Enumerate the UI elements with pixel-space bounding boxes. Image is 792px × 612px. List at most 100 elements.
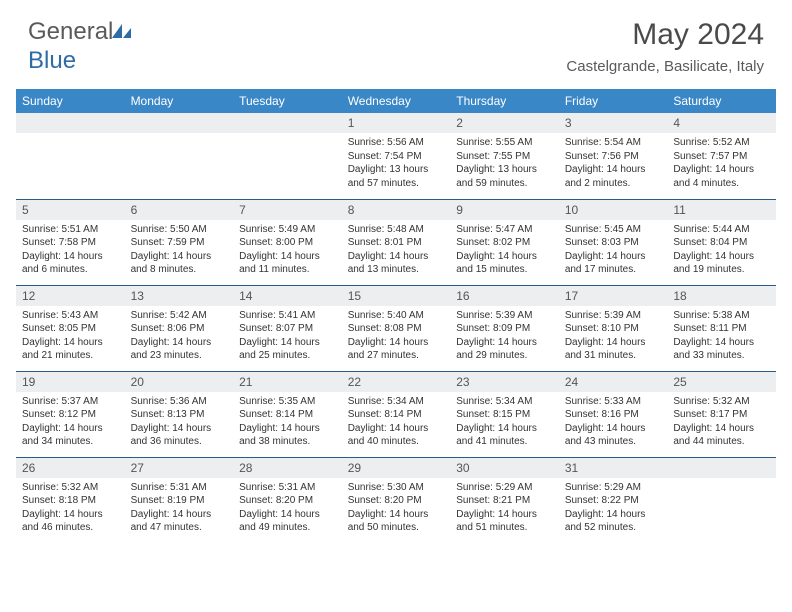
sunset-text: Sunset: 7:57 PM bbox=[673, 150, 770, 164]
calendar-cell: 13Sunrise: 5:42 AMSunset: 8:06 PMDayligh… bbox=[125, 285, 234, 371]
day-number: 21 bbox=[233, 372, 342, 392]
calendar-cell: 31Sunrise: 5:29 AMSunset: 8:22 PMDayligh… bbox=[559, 457, 668, 543]
calendar-cell: 12Sunrise: 5:43 AMSunset: 8:05 PMDayligh… bbox=[16, 285, 125, 371]
calendar-cell: 29Sunrise: 5:30 AMSunset: 8:20 PMDayligh… bbox=[342, 457, 451, 543]
sunset-text: Sunset: 8:10 PM bbox=[565, 322, 662, 336]
day-data: Sunrise: 5:52 AMSunset: 7:57 PMDaylight:… bbox=[667, 133, 776, 194]
calendar-cell: 1Sunrise: 5:56 AMSunset: 7:54 PMDaylight… bbox=[342, 113, 451, 199]
day-number: 8 bbox=[342, 200, 451, 220]
daylight-text: Daylight: 14 hours and 27 minutes. bbox=[348, 336, 445, 363]
daylight-text: Daylight: 14 hours and 15 minutes. bbox=[456, 250, 553, 277]
day-number: 26 bbox=[16, 458, 125, 478]
sunset-text: Sunset: 8:01 PM bbox=[348, 236, 445, 250]
sunrise-text: Sunrise: 5:56 AM bbox=[348, 136, 445, 150]
sunrise-text: Sunrise: 5:52 AM bbox=[673, 136, 770, 150]
daylight-text: Daylight: 14 hours and 2 minutes. bbox=[565, 163, 662, 190]
daylight-text: Daylight: 14 hours and 43 minutes. bbox=[565, 422, 662, 449]
day-number: 17 bbox=[559, 286, 668, 306]
calendar-header: SundayMondayTuesdayWednesdayThursdayFrid… bbox=[16, 89, 776, 113]
calendar-cell: 18Sunrise: 5:38 AMSunset: 8:11 PMDayligh… bbox=[667, 285, 776, 371]
day-number bbox=[667, 458, 776, 478]
calendar-row: 5Sunrise: 5:51 AMSunset: 7:58 PMDaylight… bbox=[16, 199, 776, 285]
day-data: Sunrise: 5:38 AMSunset: 8:11 PMDaylight:… bbox=[667, 306, 776, 367]
sunset-text: Sunset: 8:20 PM bbox=[239, 494, 336, 508]
sunrise-text: Sunrise: 5:34 AM bbox=[348, 395, 445, 409]
daylight-text: Daylight: 14 hours and 4 minutes. bbox=[673, 163, 770, 190]
day-number bbox=[16, 113, 125, 133]
sunrise-text: Sunrise: 5:40 AM bbox=[348, 309, 445, 323]
day-data: Sunrise: 5:41 AMSunset: 8:07 PMDaylight:… bbox=[233, 306, 342, 367]
month-title: May 2024 bbox=[566, 18, 764, 52]
daylight-text: Daylight: 14 hours and 11 minutes. bbox=[239, 250, 336, 277]
sunrise-text: Sunrise: 5:43 AM bbox=[22, 309, 119, 323]
calendar-cell: 10Sunrise: 5:45 AMSunset: 8:03 PMDayligh… bbox=[559, 199, 668, 285]
daylight-text: Daylight: 14 hours and 25 minutes. bbox=[239, 336, 336, 363]
day-data: Sunrise: 5:29 AMSunset: 8:22 PMDaylight:… bbox=[559, 478, 668, 539]
sunset-text: Sunset: 8:11 PM bbox=[673, 322, 770, 336]
daylight-text: Daylight: 14 hours and 33 minutes. bbox=[673, 336, 770, 363]
calendar-cell: 5Sunrise: 5:51 AMSunset: 7:58 PMDaylight… bbox=[16, 199, 125, 285]
daylight-text: Daylight: 14 hours and 46 minutes. bbox=[22, 508, 119, 535]
day-number: 30 bbox=[450, 458, 559, 478]
calendar-row: 1Sunrise: 5:56 AMSunset: 7:54 PMDaylight… bbox=[16, 113, 776, 199]
sunrise-text: Sunrise: 5:54 AM bbox=[565, 136, 662, 150]
calendar-cell: 25Sunrise: 5:32 AMSunset: 8:17 PMDayligh… bbox=[667, 371, 776, 457]
title-block: May 2024 Castelgrande, Basilicate, Italy bbox=[566, 18, 764, 75]
sunset-text: Sunset: 7:58 PM bbox=[22, 236, 119, 250]
calendar-cell: 27Sunrise: 5:31 AMSunset: 8:19 PMDayligh… bbox=[125, 457, 234, 543]
calendar-cell bbox=[16, 113, 125, 199]
sunset-text: Sunset: 7:56 PM bbox=[565, 150, 662, 164]
day-number: 2 bbox=[450, 113, 559, 133]
sunset-text: Sunset: 8:22 PM bbox=[565, 494, 662, 508]
daylight-text: Daylight: 14 hours and 44 minutes. bbox=[673, 422, 770, 449]
daylight-text: Daylight: 14 hours and 13 minutes. bbox=[348, 250, 445, 277]
sunrise-text: Sunrise: 5:38 AM bbox=[673, 309, 770, 323]
day-data: Sunrise: 5:47 AMSunset: 8:02 PMDaylight:… bbox=[450, 220, 559, 281]
sunset-text: Sunset: 8:05 PM bbox=[22, 322, 119, 336]
daylight-text: Daylight: 13 hours and 57 minutes. bbox=[348, 163, 445, 190]
daylight-text: Daylight: 14 hours and 51 minutes. bbox=[456, 508, 553, 535]
sunrise-text: Sunrise: 5:55 AM bbox=[456, 136, 553, 150]
calendar-cell: 26Sunrise: 5:32 AMSunset: 8:18 PMDayligh… bbox=[16, 457, 125, 543]
calendar: SundayMondayTuesdayWednesdayThursdayFrid… bbox=[16, 89, 776, 543]
calendar-cell bbox=[667, 457, 776, 543]
day-number: 13 bbox=[125, 286, 234, 306]
sunset-text: Sunset: 8:18 PM bbox=[22, 494, 119, 508]
weekday-header: Sunday bbox=[16, 89, 125, 113]
sunrise-text: Sunrise: 5:42 AM bbox=[131, 309, 228, 323]
sunrise-text: Sunrise: 5:31 AM bbox=[131, 481, 228, 495]
day-data: Sunrise: 5:51 AMSunset: 7:58 PMDaylight:… bbox=[16, 220, 125, 281]
calendar-body: 1Sunrise: 5:56 AMSunset: 7:54 PMDaylight… bbox=[16, 113, 776, 543]
sunset-text: Sunset: 8:07 PM bbox=[239, 322, 336, 336]
sunset-text: Sunset: 8:20 PM bbox=[348, 494, 445, 508]
sunset-text: Sunset: 8:04 PM bbox=[673, 236, 770, 250]
day-data: Sunrise: 5:31 AMSunset: 8:19 PMDaylight:… bbox=[125, 478, 234, 539]
sunset-text: Sunset: 8:12 PM bbox=[22, 408, 119, 422]
daylight-text: Daylight: 14 hours and 40 minutes. bbox=[348, 422, 445, 449]
day-number: 7 bbox=[233, 200, 342, 220]
sunset-text: Sunset: 8:15 PM bbox=[456, 408, 553, 422]
sunset-text: Sunset: 8:21 PM bbox=[456, 494, 553, 508]
sunset-text: Sunset: 8:06 PM bbox=[131, 322, 228, 336]
day-number: 31 bbox=[559, 458, 668, 478]
day-data: Sunrise: 5:44 AMSunset: 8:04 PMDaylight:… bbox=[667, 220, 776, 281]
calendar-cell: 16Sunrise: 5:39 AMSunset: 8:09 PMDayligh… bbox=[450, 285, 559, 371]
sunrise-text: Sunrise: 5:29 AM bbox=[456, 481, 553, 495]
day-number: 15 bbox=[342, 286, 451, 306]
sunrise-text: Sunrise: 5:41 AM bbox=[239, 309, 336, 323]
calendar-cell: 21Sunrise: 5:35 AMSunset: 8:14 PMDayligh… bbox=[233, 371, 342, 457]
daylight-text: Daylight: 14 hours and 49 minutes. bbox=[239, 508, 336, 535]
logo: GeneralBlue bbox=[28, 18, 133, 75]
sunset-text: Sunset: 8:14 PM bbox=[348, 408, 445, 422]
sunset-text: Sunset: 7:59 PM bbox=[131, 236, 228, 250]
sunrise-text: Sunrise: 5:32 AM bbox=[673, 395, 770, 409]
calendar-cell: 6Sunrise: 5:50 AMSunset: 7:59 PMDaylight… bbox=[125, 199, 234, 285]
sunrise-text: Sunrise: 5:51 AM bbox=[22, 223, 119, 237]
day-data: Sunrise: 5:33 AMSunset: 8:16 PMDaylight:… bbox=[559, 392, 668, 453]
sunset-text: Sunset: 8:09 PM bbox=[456, 322, 553, 336]
day-data: Sunrise: 5:32 AMSunset: 8:17 PMDaylight:… bbox=[667, 392, 776, 453]
sunset-text: Sunset: 8:02 PM bbox=[456, 236, 553, 250]
calendar-cell bbox=[125, 113, 234, 199]
sunrise-text: Sunrise: 5:36 AM bbox=[131, 395, 228, 409]
day-data: Sunrise: 5:39 AMSunset: 8:10 PMDaylight:… bbox=[559, 306, 668, 367]
